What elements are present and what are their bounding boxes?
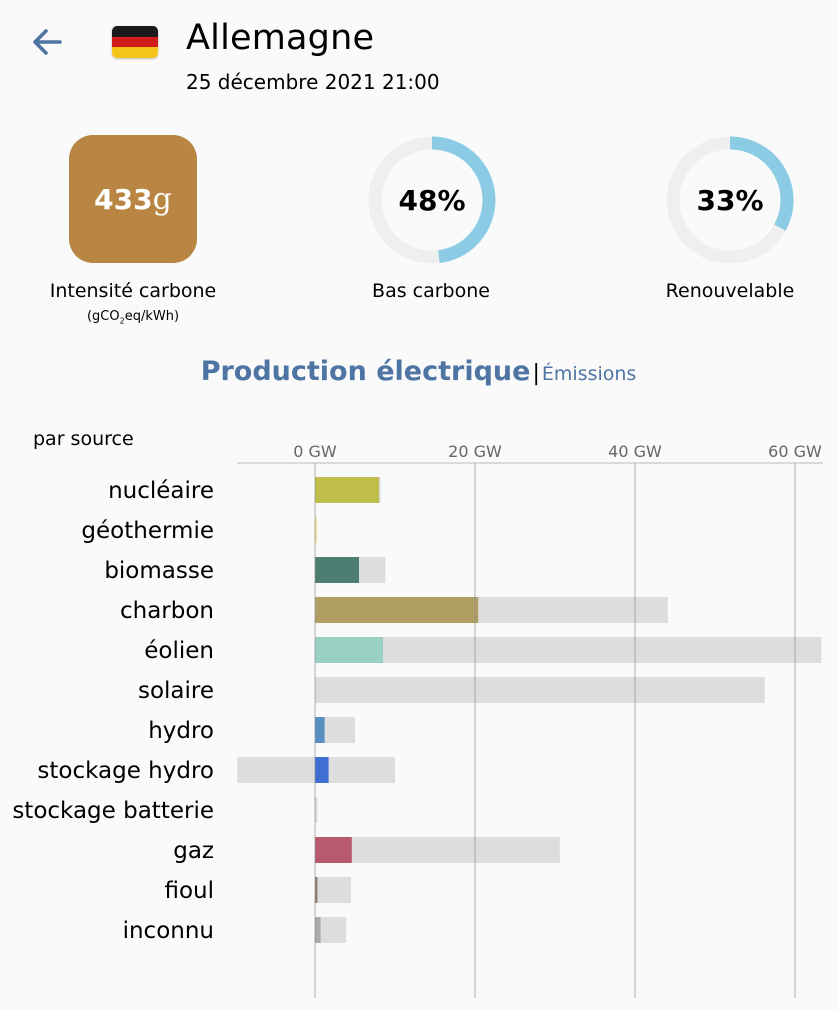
production-bar [315,837,352,863]
back-arrow-icon[interactable] [28,22,68,62]
flag-stripe-red [112,36,158,48]
unit-suffix: eq/kWh) [124,309,180,324]
page-title: Allemagne [186,18,375,58]
row-label: éolien [144,638,214,664]
tab-emissions[interactable]: Émissions [541,363,637,385]
production-bar [315,597,479,623]
flag-stripe-gold [112,47,158,58]
capacity-bar [315,637,822,663]
datetime-label: 25 décembre 2021 21:00 [186,70,440,94]
renewable-value: 33% [696,183,764,217]
row-label: gaz [173,838,214,864]
low-carbon-value: 48% [398,183,466,217]
row-label: stockage batterie [12,798,214,824]
capacity-bar [315,837,560,863]
renewable-ring [666,136,794,264]
production-bar [315,877,318,903]
capacity-bar [315,677,765,703]
production-bar [315,637,383,663]
ring-fill [368,136,496,264]
carbon-intensity-value: 433 [94,182,153,216]
capacity-bar [315,797,318,823]
row-label: hydro [148,718,214,744]
low-carbon-ring [368,136,496,264]
x-tick-label: 0 GW [293,442,337,461]
production-bar [315,717,325,743]
carbon-intensity-unit: g [152,181,172,217]
tab-separator: | [532,361,540,386]
carbon-intensity-label: Intensité carbone [49,280,217,302]
row-label: charbon [120,598,214,624]
view-tabs: Production électrique| Émissions [0,356,837,387]
carbon-intensity-tile: 433 g [69,135,197,263]
tab-production[interactable]: Production électrique [200,356,531,387]
production-bar [315,557,359,583]
country-flag-icon [112,26,158,58]
ring-fill [666,136,794,264]
low-carbon-label: Bas carbone [372,280,490,302]
x-tick-label: 60 GW [768,442,822,461]
chart-subtitle: par source [33,428,134,450]
production-bar [315,477,379,503]
x-tick-label: 40 GW [608,442,662,461]
row-label: inconnu [123,918,214,944]
row-label: géothermie [81,518,214,544]
row-label: biomasse [104,558,214,584]
unit-subscript: 2 [119,316,125,326]
production-bar [315,757,329,783]
capacity-bar [315,877,351,903]
renewable-label: Renouvelable [665,280,795,302]
carbon-intensity-unit-label: (gCO2eq/kWh) [13,309,253,326]
production-bar [315,917,321,943]
row-label: nucléaire [108,478,214,504]
flag-stripe-black [112,26,158,37]
row-label: solaire [138,678,214,704]
production-bar [315,517,317,543]
unit-prefix: (gCO [86,309,120,324]
capacity-bar-negative [237,757,315,783]
x-tick-label: 20 GW [448,442,502,461]
row-label: fioul [164,878,214,904]
row-label: stockage hydro [37,758,214,784]
